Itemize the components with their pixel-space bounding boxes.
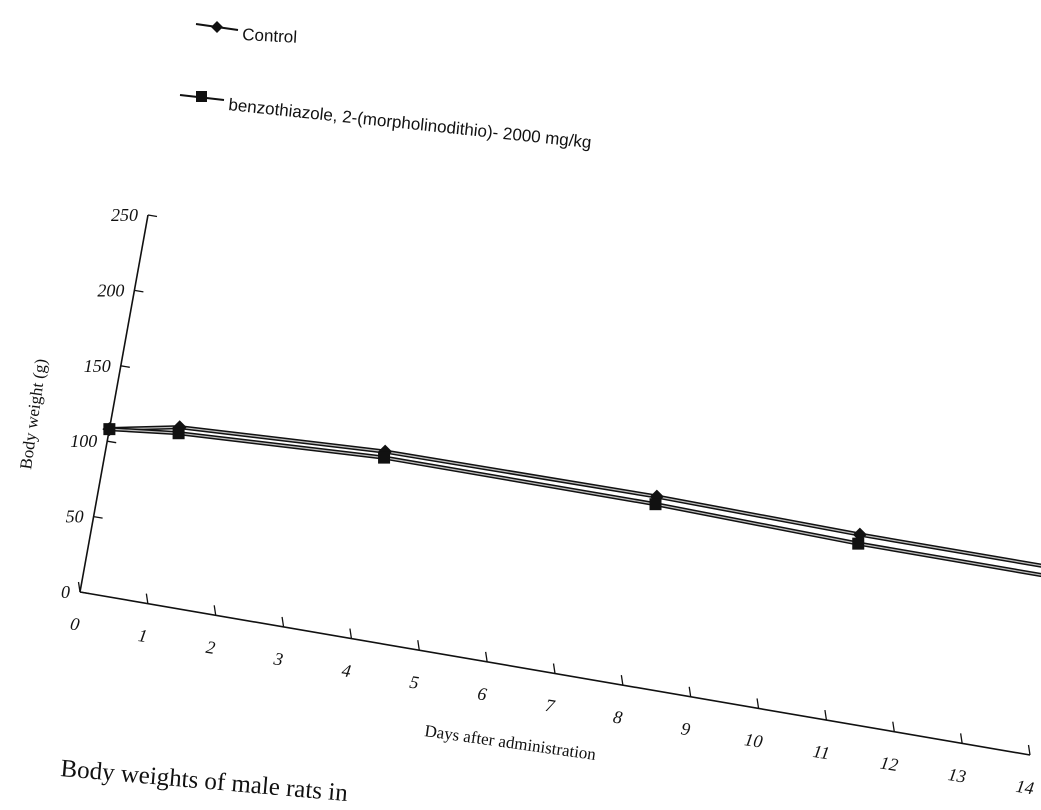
x-tick-label: 2 (205, 637, 217, 658)
x-tick (552, 663, 556, 674)
x-tick-label: 0 (69, 613, 81, 634)
data-point-treatment (852, 537, 865, 550)
y-tick-label: 200 (97, 280, 124, 300)
x-tick-label: 7 (544, 695, 557, 716)
legend-label-treatment: benzothiazole, 2-(morpholinodithio)- 200… (228, 95, 593, 152)
y-tick (147, 214, 158, 218)
legend-entry-control: Control (195, 21, 298, 47)
legend: Control benzothiazole, 2-(morpholinodith… (179, 21, 593, 152)
data-point-treatment (103, 423, 116, 436)
x-tick (213, 605, 217, 616)
series-line-highlight-treatment (109, 428, 1041, 576)
y-tick (120, 365, 130, 368)
x-tick-label: 8 (612, 707, 624, 728)
x-tick-label: 5 (408, 672, 420, 693)
series-line-highlight-control (109, 426, 1041, 567)
x-tick (756, 698, 760, 709)
y-tick-label: 0 (61, 582, 70, 602)
x-tick (485, 651, 488, 662)
x-axis-title: Days after administration (423, 721, 597, 764)
x-tick (77, 581, 81, 593)
x-tick-label: 9 (680, 718, 692, 739)
series-layer (102, 420, 1041, 578)
x-tick (349, 628, 353, 639)
x-tick (960, 733, 963, 744)
data-point-treatment (649, 498, 662, 511)
legend-label-control: Control (242, 25, 298, 47)
series-line-treatment (109, 427, 1041, 578)
x-tick (620, 675, 624, 686)
x-tick-label: 14 (1014, 776, 1035, 799)
x-tick-label: 1 (137, 625, 149, 646)
y-tick (107, 440, 117, 444)
y-tick (79, 591, 90, 595)
x-tick-label: 4 (340, 660, 352, 681)
legend-marker-treatment (196, 91, 207, 102)
x-tick (1027, 744, 1031, 756)
x-tick-label: 10 (743, 729, 764, 752)
y-axis-line (79, 214, 149, 593)
y-tick (134, 289, 144, 293)
x-tick-label: 13 (947, 764, 968, 787)
x-tick-label: 12 (879, 753, 900, 776)
x-tick (688, 686, 692, 697)
y-tick-label: 150 (84, 356, 111, 376)
series-line-control (109, 425, 1041, 568)
y-axis-title: Body weight (g) (16, 358, 50, 471)
y-tick (93, 515, 103, 519)
x-tick (417, 640, 420, 651)
x-tick (892, 721, 895, 732)
data-point-treatment (378, 451, 391, 464)
x-tick-label: 6 (476, 683, 488, 704)
x-tick (281, 616, 285, 628)
legend-marker-control (211, 21, 223, 33)
y-tick-label: 100 (70, 431, 97, 451)
x-tick-label: 3 (272, 648, 285, 669)
legend-entry-treatment: benzothiazole, 2-(morpholinodithio)- 200… (179, 91, 593, 152)
y-tick-label: 250 (111, 205, 138, 225)
x-tick-label: 11 (812, 741, 832, 763)
x-tick (145, 593, 149, 604)
figure-caption: Body weights of male rats in (59, 755, 349, 807)
data-point-treatment (172, 427, 185, 440)
y-tick-label: 50 (66, 507, 84, 527)
x-tick (824, 709, 828, 721)
